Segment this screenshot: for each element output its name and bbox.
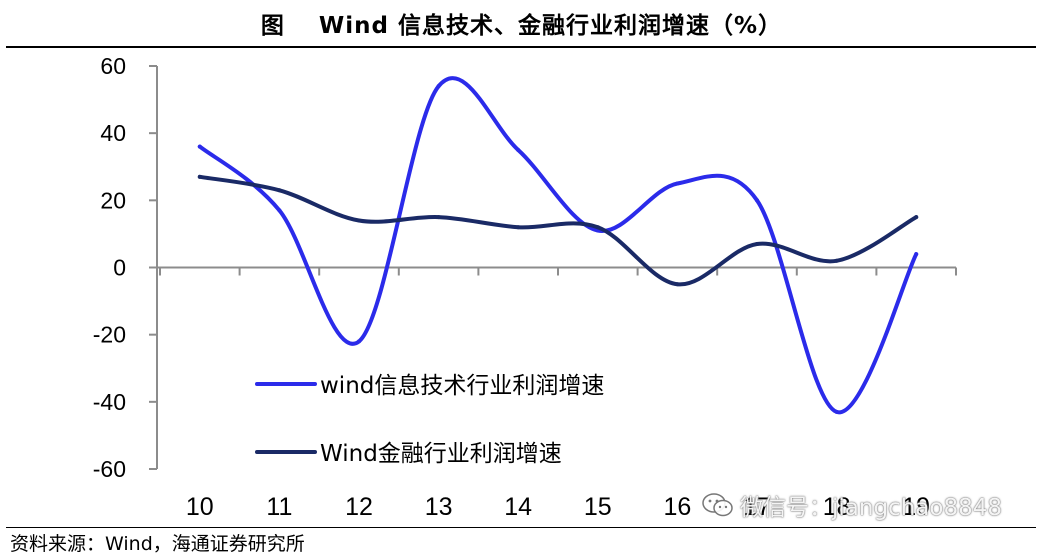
data-point xyxy=(436,84,441,89)
data-point xyxy=(755,198,759,203)
line-series-finance xyxy=(197,174,919,287)
x-tick-label: 17 xyxy=(743,493,771,521)
data-point xyxy=(357,218,361,223)
data-point xyxy=(914,215,919,220)
figure-prefix: 图 xyxy=(260,13,285,39)
line-series-it xyxy=(197,76,919,414)
data-point xyxy=(277,208,282,213)
x-tick-label: 14 xyxy=(504,493,532,521)
y-tick-label: 40 xyxy=(100,120,126,146)
x-tick-label: 11 xyxy=(266,493,292,521)
chart-title: Wind 信息技术、金融行业利润增速（%） xyxy=(318,13,783,39)
x-tick-label: 16 xyxy=(663,493,691,521)
data-point xyxy=(595,225,600,230)
wechat-watermark: 微信号：jiangchao8848 xyxy=(702,488,1002,522)
legend-label: wind信息技术行业利润增速 xyxy=(320,373,604,399)
data-point xyxy=(436,215,441,220)
x-tick-label: 10 xyxy=(186,493,214,521)
title-divider xyxy=(6,46,1036,48)
data-point xyxy=(277,188,282,193)
data-point xyxy=(914,252,919,257)
data-point xyxy=(675,181,680,186)
y-tick-label: 60 xyxy=(100,53,126,79)
chart-title-bar: 图 Wind 信息技术、金融行业利润增速（%） xyxy=(0,0,1043,46)
data-point xyxy=(516,225,521,230)
data-point xyxy=(197,174,202,179)
data-point xyxy=(755,241,759,246)
source-note: 资料来源：Wind，海通证券研究所 xyxy=(10,533,305,555)
y-tick-label: 20 xyxy=(100,187,126,213)
data-point xyxy=(834,409,839,414)
data-point xyxy=(516,147,521,152)
y-tick-label: -40 xyxy=(93,389,126,415)
footer-divider xyxy=(6,527,1036,528)
x-tick-label: 19 xyxy=(902,493,930,521)
wechat-icon xyxy=(702,493,733,517)
y-tick-label: 0 xyxy=(113,255,126,281)
legend-label: Wind金融行业利润增速 xyxy=(320,441,562,467)
y-tick-label: -20 xyxy=(93,322,126,348)
data-point xyxy=(834,258,839,263)
data-point xyxy=(357,339,361,344)
watermark-text: 微信号：jiangchao8848 xyxy=(740,495,1002,521)
data-point xyxy=(197,144,202,149)
x-tick-label: 12 xyxy=(345,493,373,521)
x-tick-label: 18 xyxy=(823,493,851,521)
x-tick-label: 15 xyxy=(584,493,612,521)
x-tick-label: 13 xyxy=(425,493,453,521)
y-tick-label: -60 xyxy=(93,456,126,482)
line-chart: 60 40 20 0 -20 -40 -60 10 11 12 13 14 15 16 17 18 19 wind… xyxy=(93,53,957,521)
data-point xyxy=(675,282,680,287)
